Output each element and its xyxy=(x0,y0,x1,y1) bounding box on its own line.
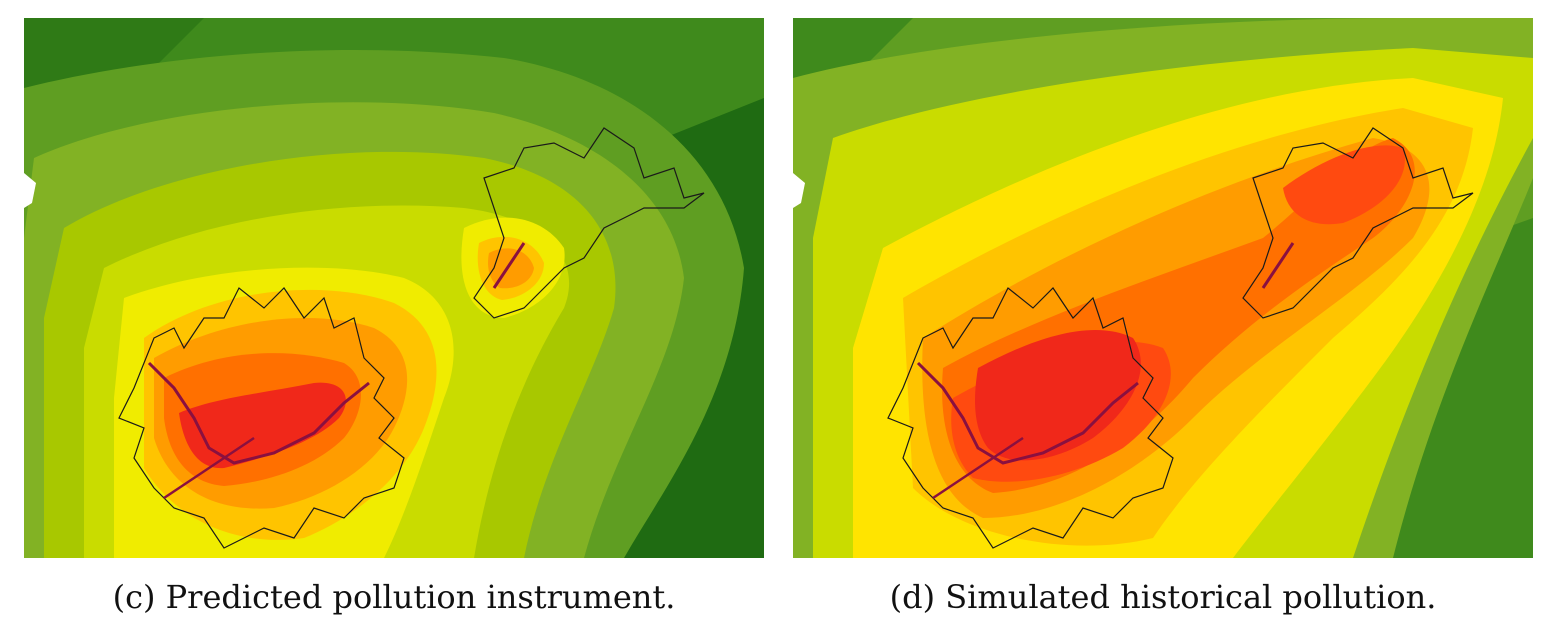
transit-route xyxy=(916,361,1139,465)
red-zone xyxy=(975,329,1141,461)
simulated-pollution-map xyxy=(793,18,1533,558)
predicted-pollution-map xyxy=(24,18,764,558)
transit-route xyxy=(147,361,370,465)
figure-caption-c: (c) Predicted pollution instrument. xyxy=(24,578,764,616)
transit-route xyxy=(492,242,526,289)
caption-text: Predicted pollution instrument. xyxy=(165,578,676,616)
map-panel-predicted xyxy=(24,18,764,558)
city-boundary xyxy=(1242,127,1474,319)
map-notch xyxy=(24,173,36,208)
caption-text: Simulated historical pollution. xyxy=(945,578,1437,616)
city-boundary xyxy=(473,127,705,319)
transit-route xyxy=(932,436,1024,500)
transit-route xyxy=(163,436,255,500)
red-zone xyxy=(179,382,346,469)
map-panel-simulated xyxy=(793,18,1533,558)
figure-label: (d) xyxy=(889,578,936,616)
city-boundary xyxy=(887,287,1174,549)
transit-route xyxy=(1261,242,1295,289)
map-notch xyxy=(793,173,805,208)
city-boundary xyxy=(118,287,405,549)
red-orange-zone xyxy=(1283,145,1405,225)
figure-caption-d: (d) Simulated historical pollution. xyxy=(793,578,1533,616)
figure-label: (c) xyxy=(112,578,156,616)
